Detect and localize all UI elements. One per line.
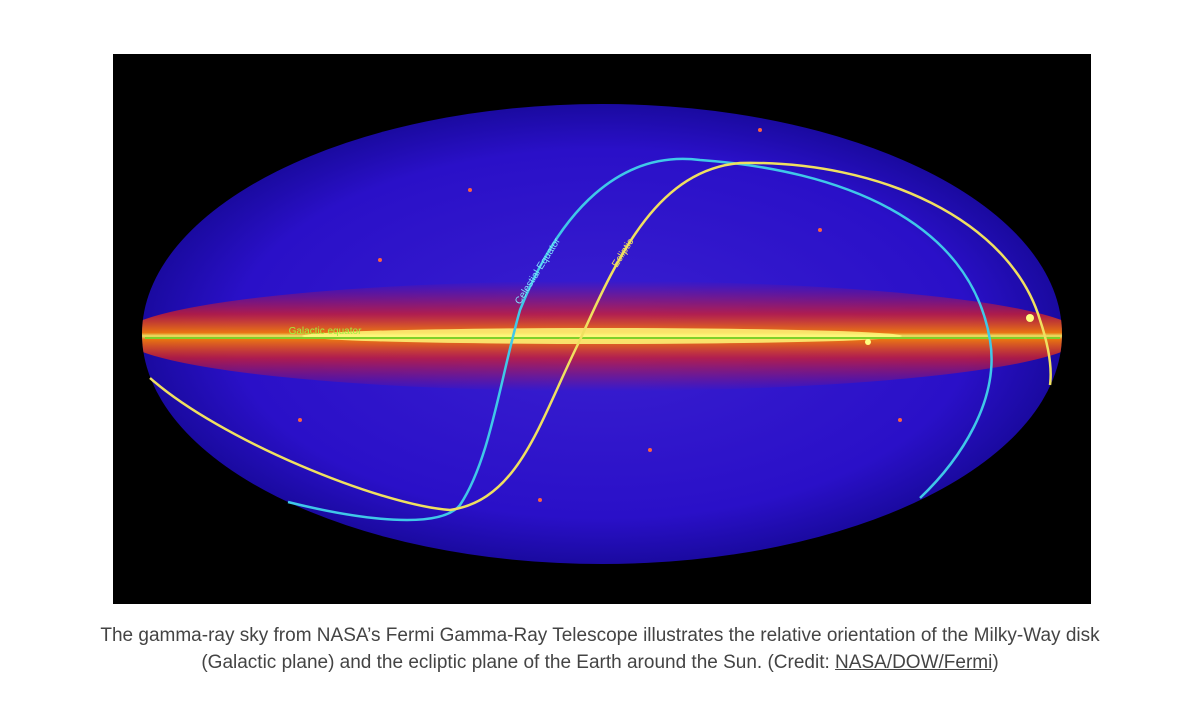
milky-way-band bbox=[142, 128, 1062, 502]
celestial-equator-line bbox=[287, 157, 993, 522]
sky-image: Galactic equator Celestial Equator Eclip… bbox=[113, 54, 1091, 604]
galactic-equator-label: Galactic equator bbox=[289, 326, 362, 337]
caption-text: The gamma-ray sky from NASA’s Fermi Gamm… bbox=[100, 625, 1100, 673]
caption-end: ) bbox=[992, 652, 999, 673]
ecliptic-line bbox=[149, 161, 1052, 512]
credit-link[interactable]: NASA/DOW/Fermi bbox=[835, 652, 993, 673]
caption: The gamma-ray sky from NASA’s Fermi Gamm… bbox=[100, 622, 1100, 676]
